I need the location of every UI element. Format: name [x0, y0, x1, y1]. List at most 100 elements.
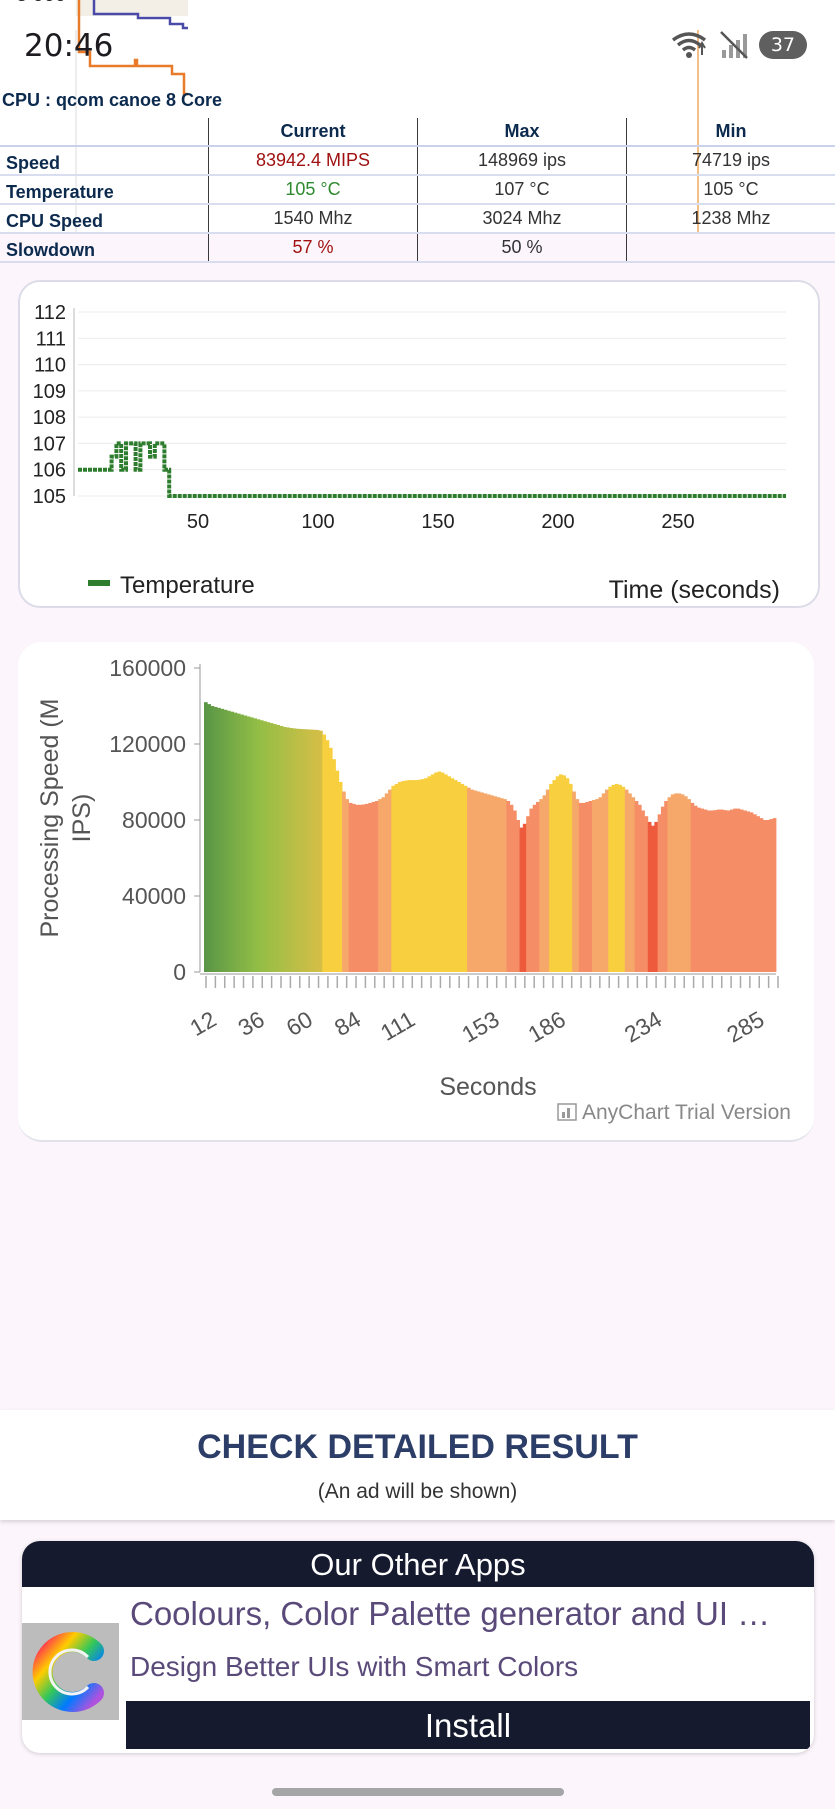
speed-bar: [516, 820, 520, 972]
speed-bar: [351, 803, 356, 972]
speed-bar: [608, 786, 613, 972]
speed-bar: [342, 791, 346, 972]
install-button[interactable]: Install: [126, 1701, 810, 1749]
x-tick-label: 200: [541, 511, 574, 533]
speed-bar: [246, 716, 251, 972]
speed-bar: [651, 825, 655, 972]
speed-bar: [680, 794, 685, 972]
speed-bar: [437, 771, 442, 972]
table-header: Max: [417, 118, 627, 147]
speed-bar: [631, 797, 636, 972]
speed-bar: [457, 782, 461, 972]
table-header: Min: [626, 118, 835, 147]
speed-bar: [266, 722, 271, 972]
speed-bar: [769, 819, 774, 972]
speed-bar: [726, 810, 731, 972]
speed-bar: [312, 729, 317, 972]
detail-subtitle: (An ad will be shown): [317, 1480, 518, 1503]
speed-bar: [384, 793, 389, 972]
speed-bar: [703, 809, 708, 972]
speed-bar: [526, 816, 530, 972]
cell-min: 105 °C: [703, 179, 759, 199]
speed-bar: [559, 774, 563, 972]
y-tick-label: 109: [33, 381, 66, 403]
speed-bar: [227, 710, 231, 972]
y-tick-label: 110: [34, 355, 66, 377]
speed-bar: [302, 729, 307, 972]
speed-bar: [391, 785, 396, 972]
speed-bar: [486, 794, 491, 972]
check-detailed-result-button[interactable]: CHECK DETAILED RESULT (An ad will be sho…: [0, 1410, 835, 1520]
x-tick-label: 234: [620, 1006, 666, 1048]
speed-bar: [506, 801, 511, 972]
status-icons: 37: [669, 30, 807, 60]
anychart-logo-bar: [562, 1112, 565, 1118]
y-tick-label: 3 000: [16, 0, 66, 6]
other-apps-card: Our Other Apps Coolours, Color Palette g…: [22, 1541, 814, 1753]
speed-bar: [250, 717, 254, 972]
speed-bar: [480, 792, 484, 972]
speed-bar: [670, 794, 675, 972]
speed-bar: [420, 779, 425, 972]
status-bar: 20:46 37: [0, 0, 835, 90]
app-title[interactable]: Coolours, Color Palette generator and UI…: [130, 1595, 771, 1632]
status-time: 20:46: [24, 28, 114, 64]
speed-bar: [532, 804, 537, 972]
x-tick-label: 60: [282, 1006, 317, 1041]
stats-table: Current Max Min Speed 83942.4 MIPS 14896…: [0, 118, 835, 263]
speed-bar: [476, 791, 481, 972]
legend-label: Temperature: [120, 572, 255, 599]
table-header-row: Current Max Min: [0, 118, 835, 147]
speed-bar: [345, 799, 350, 972]
other-apps-header: Our Other Apps: [22, 1541, 814, 1587]
row-label: Speed: [0, 146, 209, 175]
row-label: Slowdown: [0, 233, 209, 262]
speed-bar: [401, 781, 405, 972]
cell-max: 3024 Mhz: [417, 204, 627, 233]
speed-bar: [693, 805, 698, 972]
speed-bar: [697, 807, 701, 972]
y-tick-label: 108: [33, 407, 66, 429]
speed-bar: [453, 780, 458, 972]
speed-bar: [601, 793, 606, 972]
x-tick-label: 12: [185, 1006, 220, 1041]
speed-bar: [713, 810, 718, 972]
speed-bar: [325, 740, 330, 972]
speed-bar: [588, 801, 593, 972]
app-icon[interactable]: [22, 1623, 119, 1720]
speed-bar: [499, 798, 504, 972]
speed-bar: [536, 801, 540, 972]
speed-bar: [720, 809, 724, 972]
speed-bar: [756, 816, 760, 972]
speed-bar: [647, 821, 652, 972]
speed-bar: [657, 814, 662, 972]
x-axis-title: Seconds: [439, 1073, 536, 1101]
speed-bar: [417, 779, 422, 972]
speed-bar: [683, 796, 688, 972]
speed-bar: [220, 708, 225, 972]
speed-bar: [240, 714, 244, 972]
speed-bar: [365, 803, 369, 972]
speed-bar: [618, 784, 622, 972]
speed-bar: [552, 780, 557, 972]
speed-bar: [263, 721, 267, 972]
speed-bar: [213, 706, 218, 972]
speed-bar: [374, 801, 379, 972]
speed-bar: [674, 793, 678, 972]
speed-chart: 160000 120000 80000 40000 0 12 36 60 84 111 153 186…: [36, 655, 791, 1124]
x-tick-label: 153: [457, 1006, 503, 1048]
speed-bar: [388, 789, 392, 972]
speed-bar: [279, 725, 284, 972]
speed-bar: [368, 802, 373, 972]
speed-bar: [490, 795, 494, 972]
home-indicator[interactable]: [272, 1788, 564, 1796]
anychart-logo-icon: [557, 1103, 577, 1121]
speed-bar: [736, 808, 741, 972]
speed-bar: [660, 806, 665, 972]
cell-min: 1238 Mhz: [691, 208, 771, 228]
speed-bar: [585, 801, 590, 972]
frequency-series-line: [77, 0, 188, 96]
speed-bar: [611, 784, 616, 972]
speed-bar: [473, 790, 478, 972]
speed-bar: [470, 789, 474, 972]
